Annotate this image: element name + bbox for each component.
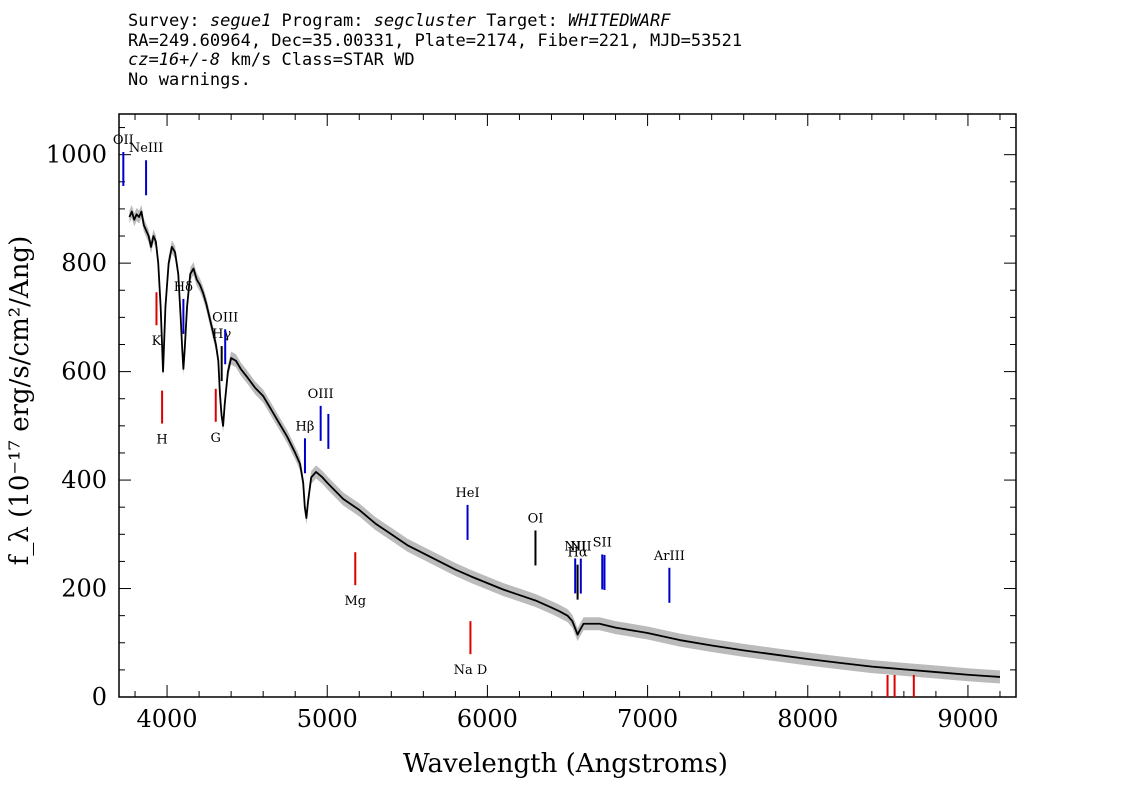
spectral-line-label: Na D [454, 663, 488, 678]
plot-area: 4000 5000 6000 7000 8000 9000 0 200 400 600 800 100… [5, 113, 1017, 779]
spectral-line-label: Mg [344, 594, 366, 609]
spectral-line-label: Hγ [212, 327, 231, 342]
y-axis-title: f_λ (10⁻¹⁷ erg/s/cm²/Ang) [5, 236, 35, 565]
survey-name: segue1 [209, 11, 272, 31]
header-line-survey: Survey: segue1 Program: segcluster Targe… [128, 11, 671, 31]
header-line-coords: RA=249.60964, Dec=35.00331, Plate=2174, … [128, 30, 743, 51]
y-tick-label: 400 [61, 466, 107, 494]
x-tick-label: 9000 [937, 705, 998, 733]
x-tick-label: 6000 [457, 705, 518, 733]
y-tick-label: 1000 [46, 141, 107, 169]
plot-frame [118, 113, 1017, 698]
x-tick-label: 7000 [617, 705, 678, 733]
x-tick-label: 4000 [137, 705, 198, 733]
x-tick-label: 8000 [777, 705, 838, 733]
spectral-line-label: NII [570, 540, 592, 555]
program-name: segcluster [373, 11, 477, 31]
spectrum-header: Survey: segue1 Program: segcluster Targe… [128, 11, 743, 90]
target-name: WHITEDWARF [568, 11, 671, 31]
spectral-line-label: NeIII [129, 141, 163, 156]
spectral-line-label: OIII [308, 387, 334, 402]
header-line-warnings: No warnings. [128, 69, 251, 90]
y-tick-label: 800 [61, 249, 107, 277]
spectral-line-label: K [152, 334, 162, 349]
spectral-line-label: OIII [212, 310, 238, 325]
y-tick-label: 600 [61, 358, 107, 386]
spectral-line-label: NII [564, 539, 586, 554]
spectral-line-label: Hδ [174, 280, 193, 295]
header-line-class: cz=16+/-8 km/s Class=STAR WD [128, 50, 415, 70]
spectral-line-label: G [211, 431, 221, 446]
spectral-line-label: Hα [568, 546, 588, 561]
redshift-value: cz=16+/-8 [128, 50, 221, 70]
spectral-line-label: ArIII [653, 549, 685, 564]
x-tick-label: 5000 [297, 705, 358, 733]
x-axis-title: Wavelength (Angstroms) [403, 749, 728, 779]
y-tick-label: 0 [92, 683, 107, 711]
y-tick-label: 200 [61, 575, 107, 603]
spectral-line-label: SII [593, 535, 612, 550]
spectral-line-label: OII [113, 133, 134, 148]
spectral-line-label: HeI [455, 486, 479, 501]
spectral-line-label: H [156, 433, 167, 448]
spectral-line-label: Hβ [296, 419, 315, 434]
flux-error-band [129, 205, 1000, 684]
flux-line [128, 210, 1001, 678]
spectral-line-label: OI [528, 511, 544, 526]
